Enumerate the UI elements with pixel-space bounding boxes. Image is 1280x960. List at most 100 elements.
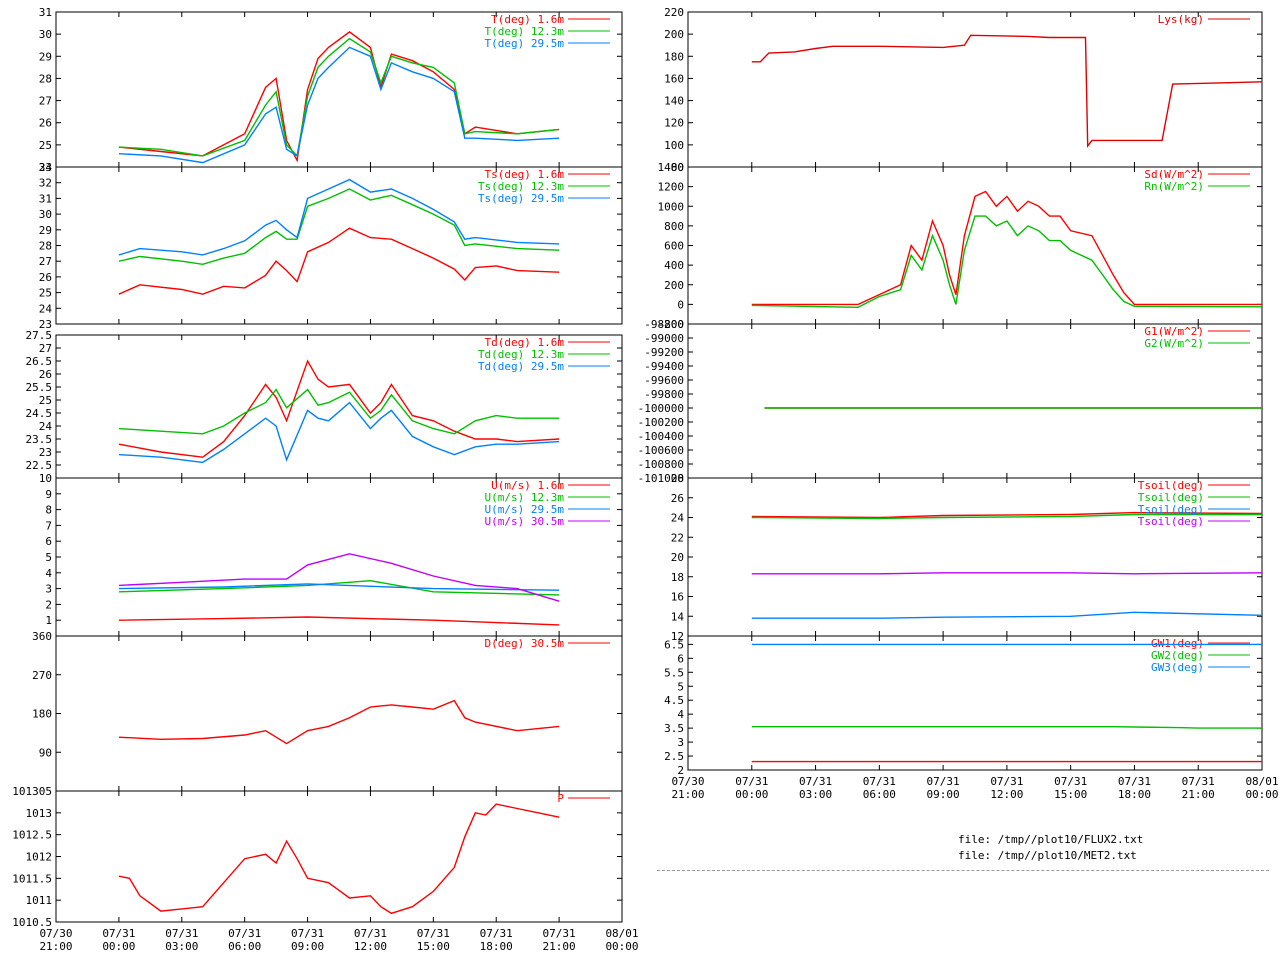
- panel-tsoil: 282624222018161412Tsoil(deg)Tsoil(deg)Ts…: [671, 472, 1263, 643]
- divider-line: [657, 870, 1269, 871]
- series-line-tsoil: [751, 513, 1262, 520]
- legend-label: Ts(deg) 29.5m: [478, 192, 564, 205]
- x-tick-label-left: 21:00: [543, 940, 576, 953]
- y-tick-label: 600: [664, 240, 684, 253]
- x-tick-label-right: 00:00: [1245, 788, 1278, 801]
- y-tick-label: 1012: [26, 851, 53, 864]
- x-tick-label-right: 09:00: [927, 788, 960, 801]
- series-line-dew: [118, 401, 560, 464]
- y-tick-label: 26: [39, 368, 52, 381]
- x-tick-label-right: 07/31: [1054, 775, 1087, 788]
- y-tick-label: 32: [39, 177, 52, 190]
- x-tick-label-right: 07/30: [671, 775, 704, 788]
- series-line-gw: [751, 726, 1262, 729]
- x-tick-label-right: 07/31: [735, 775, 768, 788]
- y-tick-label: 16: [671, 591, 684, 604]
- y-tick-label: 30: [39, 28, 52, 41]
- x-tick-label-left: 07/31: [228, 927, 261, 940]
- y-tick-label: -99200: [644, 346, 684, 359]
- y-tick-label: 14: [671, 610, 685, 623]
- y-tick-label: 25: [39, 139, 52, 152]
- y-tick-label: 1010.5: [12, 916, 52, 929]
- y-tick-label: 8: [45, 504, 52, 517]
- y-tick-label: 6: [45, 535, 52, 548]
- y-tick-label: -100200: [638, 416, 684, 429]
- y-tick-label: 400: [664, 259, 684, 272]
- legend-label: Sd(W/m^2): [1144, 168, 1204, 181]
- legend-label: T(deg) 1.6m: [491, 13, 564, 26]
- y-tick-label: 5.5: [664, 666, 684, 679]
- series-line-tsurf: [118, 227, 560, 295]
- legend-label: U(m/s) 29.5m: [485, 503, 565, 516]
- y-tick-label: -101000: [638, 472, 684, 485]
- footer-file-met: file: /tmp//plot10/MET2.txt: [958, 849, 1137, 862]
- y-tick-label: 1011.5: [12, 872, 52, 885]
- y-tick-label: 360: [32, 630, 52, 643]
- series-line-temp: [118, 31, 560, 163]
- legend-label: Td(deg) 29.5m: [478, 360, 564, 373]
- x-tick-label-left: 03:00: [165, 940, 198, 953]
- series-line-wind: [118, 583, 560, 591]
- panel-dir: 360 270 180 90 D(deg) 30.5m: [32, 630, 623, 792]
- y-tick-label: 31: [39, 6, 52, 19]
- legend-label: Tsoil(deg): [1138, 515, 1204, 528]
- x-tick-label-right: 12:00: [990, 788, 1023, 801]
- legend-label: U(m/s) 12.3m: [485, 491, 565, 504]
- y-tick-label: 120: [664, 117, 684, 130]
- x-tick-label-left: 06:00: [228, 940, 261, 953]
- y-tick-label: 23: [39, 446, 52, 459]
- y-tick-label: 800: [664, 220, 684, 233]
- y-tick-label: 24: [671, 512, 685, 525]
- x-tick-label-right: 07/31: [990, 775, 1023, 788]
- x-tick-label-left: 07/31: [291, 927, 324, 940]
- series-line-press: [118, 803, 560, 915]
- y-tick-label: 22.5: [26, 459, 53, 472]
- y-tick-label: 5: [45, 551, 52, 564]
- legend-label: Ts(deg) 1.6m: [485, 168, 565, 181]
- y-tick-label: 3: [677, 736, 684, 749]
- panel-temp: 31 30 29 28 27 26 25 24 T(deg) 1.6mT(deg) 12.3mT…: [39, 6, 623, 174]
- y-tick-label: 25: [39, 287, 52, 300]
- panel-lys: 220 200 180 160 140 120 100 80 Lys(kg): [664, 6, 1263, 174]
- series-line-dir: [118, 699, 560, 745]
- x-tick-label-right: 07/31: [1182, 775, 1215, 788]
- y-tick-label: 20: [671, 551, 684, 564]
- y-tick-label: 6: [677, 652, 684, 665]
- y-tick-label: 1011: [26, 894, 53, 907]
- y-tick-label: 200: [664, 279, 684, 292]
- y-tick-label: 5: [677, 680, 684, 693]
- y-tick-label: 220: [664, 6, 684, 19]
- y-tick-label: 26: [39, 271, 52, 284]
- y-tick-label: 12: [671, 630, 684, 643]
- legend-label: GW1(deg): [1151, 637, 1204, 650]
- y-tick-label: 2: [677, 764, 684, 777]
- y-tick-label: 26: [39, 117, 52, 130]
- y-tick-label: 3: [45, 583, 52, 596]
- series-line-temp: [118, 46, 560, 164]
- y-tick-label: 200: [664, 28, 684, 41]
- legend-label: Ts(deg) 12.3m: [478, 180, 564, 193]
- y-tick-label: -99800: [644, 388, 684, 401]
- y-tick-label: 0: [677, 298, 684, 311]
- x-tick-label-left: 08/01: [605, 927, 638, 940]
- x-tick-label-left: 07/30: [39, 927, 72, 940]
- x-tick-label-right: 07/31: [799, 775, 832, 788]
- legend-label: D(deg) 30.5m: [485, 637, 565, 650]
- x-tick-label-left: 15:00: [417, 940, 450, 953]
- y-tick-label: 26: [671, 492, 684, 505]
- panel-frame: [55, 635, 623, 792]
- y-tick-label: -99000: [644, 332, 684, 345]
- y-tick-label: 25.5: [26, 381, 53, 394]
- series-line-wind: [118, 616, 560, 626]
- x-tick-label-right: 07/31: [927, 775, 960, 788]
- y-tick-label: 28: [39, 72, 52, 85]
- y-tick-label: 2: [45, 598, 52, 611]
- y-tick-label: 24: [39, 161, 53, 174]
- footer-file-flux: file: /tmp//plot10/FLUX2.txt: [958, 833, 1144, 846]
- y-tick-label: 26.5: [26, 355, 53, 368]
- y-tick-label: -99400: [644, 360, 684, 373]
- legend-label: G1(W/m^2): [1144, 325, 1204, 338]
